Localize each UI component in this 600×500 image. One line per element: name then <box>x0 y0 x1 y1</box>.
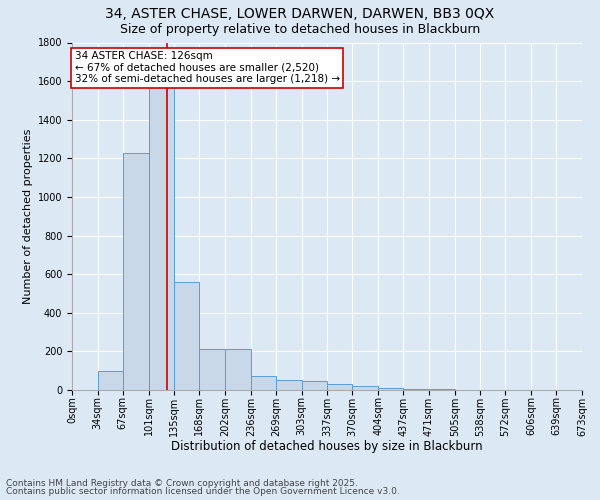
Text: 34, ASTER CHASE, LOWER DARWEN, DARWEN, BB3 0QX: 34, ASTER CHASE, LOWER DARWEN, DARWEN, B… <box>106 8 494 22</box>
Bar <box>302 382 328 390</box>
Bar <box>98 370 123 390</box>
Bar <box>225 350 251 390</box>
Y-axis label: Number of detached properties: Number of detached properties <box>23 128 34 304</box>
Bar <box>276 380 302 390</box>
Text: Contains HM Land Registry data © Crown copyright and database right 2025.: Contains HM Land Registry data © Crown c… <box>6 478 358 488</box>
Bar <box>199 350 225 390</box>
Bar <box>149 81 175 390</box>
Text: 34 ASTER CHASE: 126sqm
← 67% of detached houses are smaller (2,520)
32% of semi-: 34 ASTER CHASE: 126sqm ← 67% of detached… <box>74 51 340 84</box>
Bar <box>175 282 199 390</box>
Bar <box>123 152 149 390</box>
Bar <box>429 389 455 390</box>
Bar <box>378 388 403 390</box>
Bar <box>352 386 378 390</box>
Text: Size of property relative to detached houses in Blackburn: Size of property relative to detached ho… <box>120 22 480 36</box>
Bar <box>403 389 429 390</box>
X-axis label: Distribution of detached houses by size in Blackburn: Distribution of detached houses by size … <box>171 440 483 453</box>
Bar <box>251 376 276 390</box>
Bar <box>328 384 352 390</box>
Text: Contains public sector information licensed under the Open Government Licence v3: Contains public sector information licen… <box>6 487 400 496</box>
